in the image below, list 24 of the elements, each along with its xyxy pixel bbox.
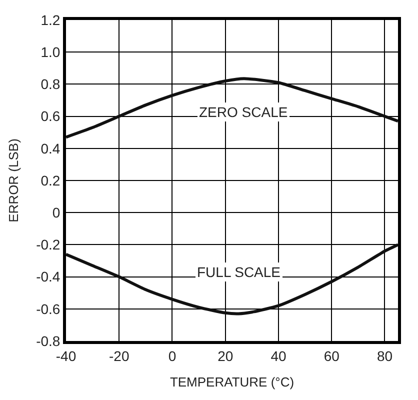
- line-series: [66, 243, 398, 316]
- line-series: [66, 77, 398, 139]
- x-tick-label: 80: [376, 348, 393, 364]
- x-axis-title: TEMPERATURE (°C): [170, 374, 294, 390]
- y-tick-label: 1.2: [40, 12, 60, 28]
- y-axis-title: ERROR (LSB): [6, 138, 22, 222]
- x-tick-label: 0: [168, 348, 176, 364]
- x-tick-label: -40: [56, 348, 76, 364]
- y-tick-label: 0.8: [40, 76, 60, 92]
- y-tick-label: 0.2: [40, 172, 60, 188]
- annotation: FULL SCALE: [197, 264, 281, 280]
- x-tick-label: 60: [324, 348, 340, 364]
- annotation: ZERO SCALE: [199, 104, 288, 120]
- y-tick-label: 0.6: [40, 108, 60, 124]
- y-tick-label: 1.0: [40, 44, 60, 60]
- y-tick-label: 0: [52, 204, 60, 220]
- x-tick-label: 20: [218, 348, 234, 364]
- x-tick-label: -20: [109, 348, 130, 364]
- y-tick-label: -0.2: [36, 236, 60, 253]
- y-tick-label: -0.6: [36, 300, 60, 317]
- y-tick-label: 0.4: [40, 140, 60, 156]
- y-tick-label: -0.8: [36, 332, 60, 349]
- x-tick-label: 40: [270, 348, 286, 364]
- y-tick-label: -0.4: [36, 268, 60, 285]
